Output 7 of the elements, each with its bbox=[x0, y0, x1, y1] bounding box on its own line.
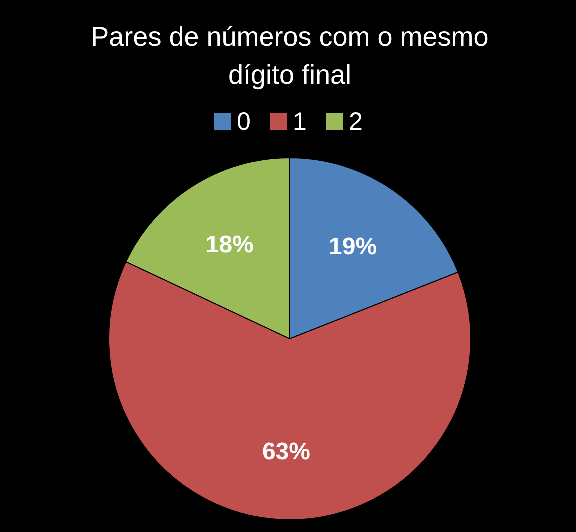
legend-label: 2 bbox=[349, 108, 363, 136]
data-label: 19% bbox=[329, 234, 378, 261]
legend-label: 0 bbox=[237, 108, 251, 136]
data-label: 63% bbox=[262, 438, 310, 466]
data-label: 18% bbox=[206, 232, 254, 259]
legend-label: 1 bbox=[293, 108, 307, 136]
chart-title: Pares de números com o mesmo dígito final bbox=[91, 22, 489, 90]
